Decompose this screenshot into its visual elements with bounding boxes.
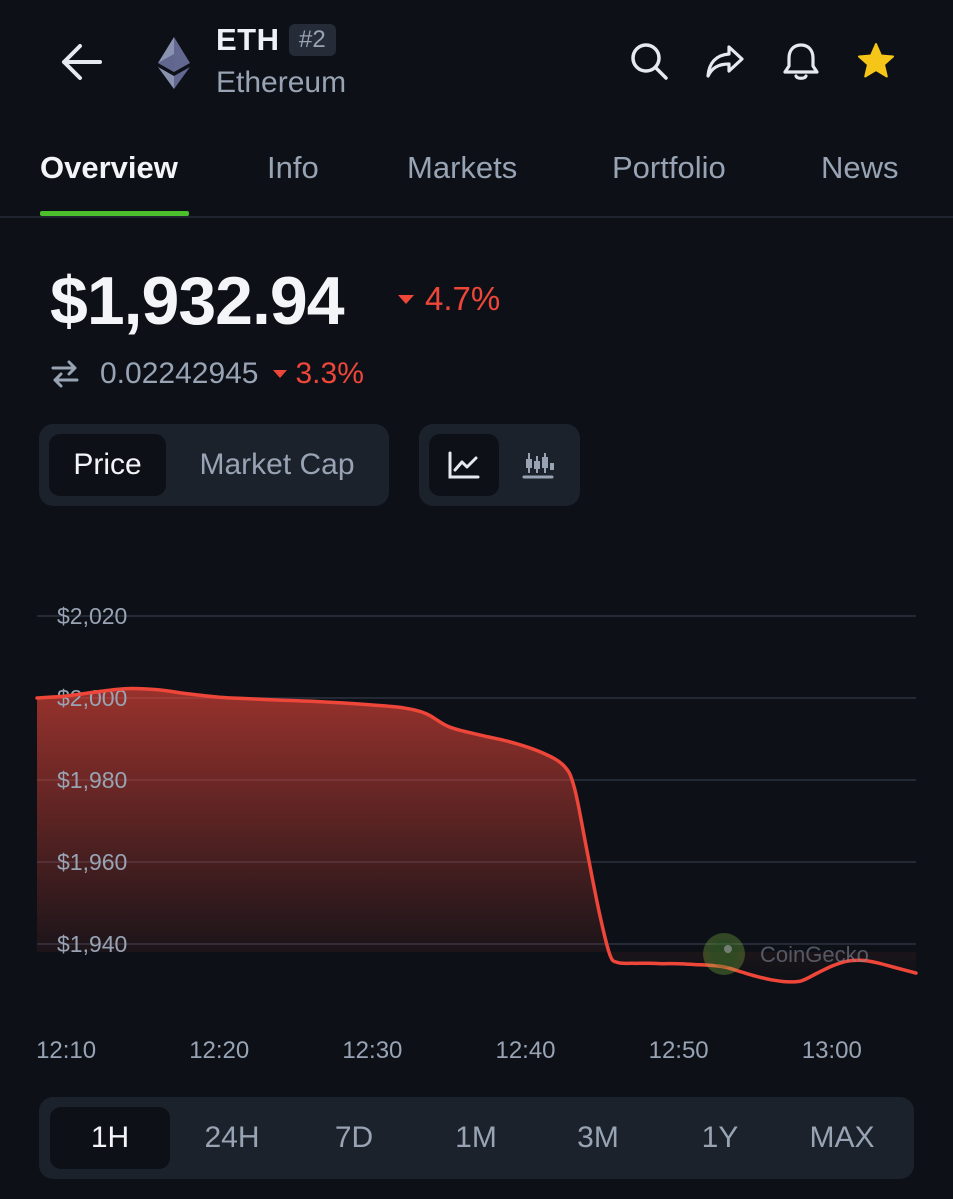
tab-portfolio[interactable]: Portfolio (612, 150, 726, 186)
range-1y-button[interactable]: 1Y (660, 1107, 780, 1169)
star-icon (855, 40, 897, 82)
candlestick-chart-button[interactable] (505, 434, 571, 496)
tab-markets[interactable]: Markets (407, 150, 517, 186)
rank-badge: #2 (289, 24, 336, 56)
search-button[interactable] (628, 40, 670, 82)
bell-icon (780, 40, 822, 82)
swap-arrows-icon (50, 359, 80, 389)
range-1m-button[interactable]: 1M (416, 1107, 536, 1169)
y-tick-label: $1,960 (57, 849, 127, 875)
chart-style-toggle (419, 424, 580, 506)
x-tick-label: 13:00 (802, 1037, 862, 1064)
time-range-selector: 1H 24H 7D 1M 3M 1Y MAX (39, 1097, 914, 1179)
candlestick-chart-icon (521, 450, 555, 480)
x-tick-label: 12:30 (342, 1037, 402, 1064)
range-1h-button[interactable]: 1H (50, 1107, 170, 1169)
tab-overview[interactable]: Overview (40, 150, 178, 186)
down-triangle-icon (398, 295, 414, 304)
range-max-button[interactable]: MAX (782, 1107, 902, 1169)
ethereum-logo (152, 34, 196, 90)
usd-change-value: 4.7% (425, 280, 500, 318)
search-icon (628, 40, 670, 82)
btc-price: ΀0.02242945 (100, 357, 259, 391)
x-tick-label: 12:10 (36, 1037, 96, 1064)
range-24h-button[interactable]: 24H (172, 1107, 292, 1169)
back-button[interactable] (56, 38, 108, 86)
x-tick-label: 12:20 (189, 1037, 249, 1064)
x-tick-label: 12:40 (495, 1037, 555, 1064)
metric-toggle: Price Market Cap (39, 424, 389, 506)
section-tabs: Overview Info Markets Portfolio News (0, 140, 953, 218)
price-toggle-button[interactable]: Price (49, 434, 166, 496)
coin-header: ETH #2 Ethereum (0, 0, 953, 125)
range-3m-button[interactable]: 3M (538, 1107, 658, 1169)
btc-change: 3.3% (273, 357, 364, 391)
alert-button[interactable] (780, 40, 822, 82)
tab-news[interactable]: News (821, 150, 899, 186)
active-tab-indicator (40, 211, 189, 216)
share-button[interactable] (704, 40, 746, 82)
tab-info[interactable]: Info (267, 150, 319, 186)
watermark-text: CoinGecko (760, 942, 869, 967)
line-chart-icon (447, 450, 481, 480)
share-icon (704, 40, 746, 82)
btc-price-row: ΀0.02242945 3.3% (50, 354, 364, 394)
arrow-left-icon (56, 38, 108, 86)
market-cap-toggle-button[interactable]: Market Cap (172, 434, 382, 496)
usd-change: 4.7% (398, 280, 500, 318)
down-triangle-icon (273, 370, 287, 378)
coin-name: Ethereum (216, 66, 346, 100)
y-tick-label: $1,940 (57, 931, 127, 957)
x-tick-label: 12:50 (649, 1037, 709, 1064)
y-tick-label: $2,020 (57, 603, 127, 629)
y-tick-label: $1,980 (57, 767, 127, 793)
coin-symbol: ETH (216, 22, 280, 58)
price-chart[interactable]: $2,020$2,000$1,980$1,960$1,940 CoinGecko… (0, 560, 953, 1080)
range-7d-button[interactable]: 7D (294, 1107, 414, 1169)
btc-change-value: 3.3% (296, 357, 364, 391)
line-chart-button[interactable] (429, 434, 499, 496)
watchlist-star-button[interactable] (855, 40, 897, 82)
usd-price: $1,932.94 (50, 262, 344, 340)
